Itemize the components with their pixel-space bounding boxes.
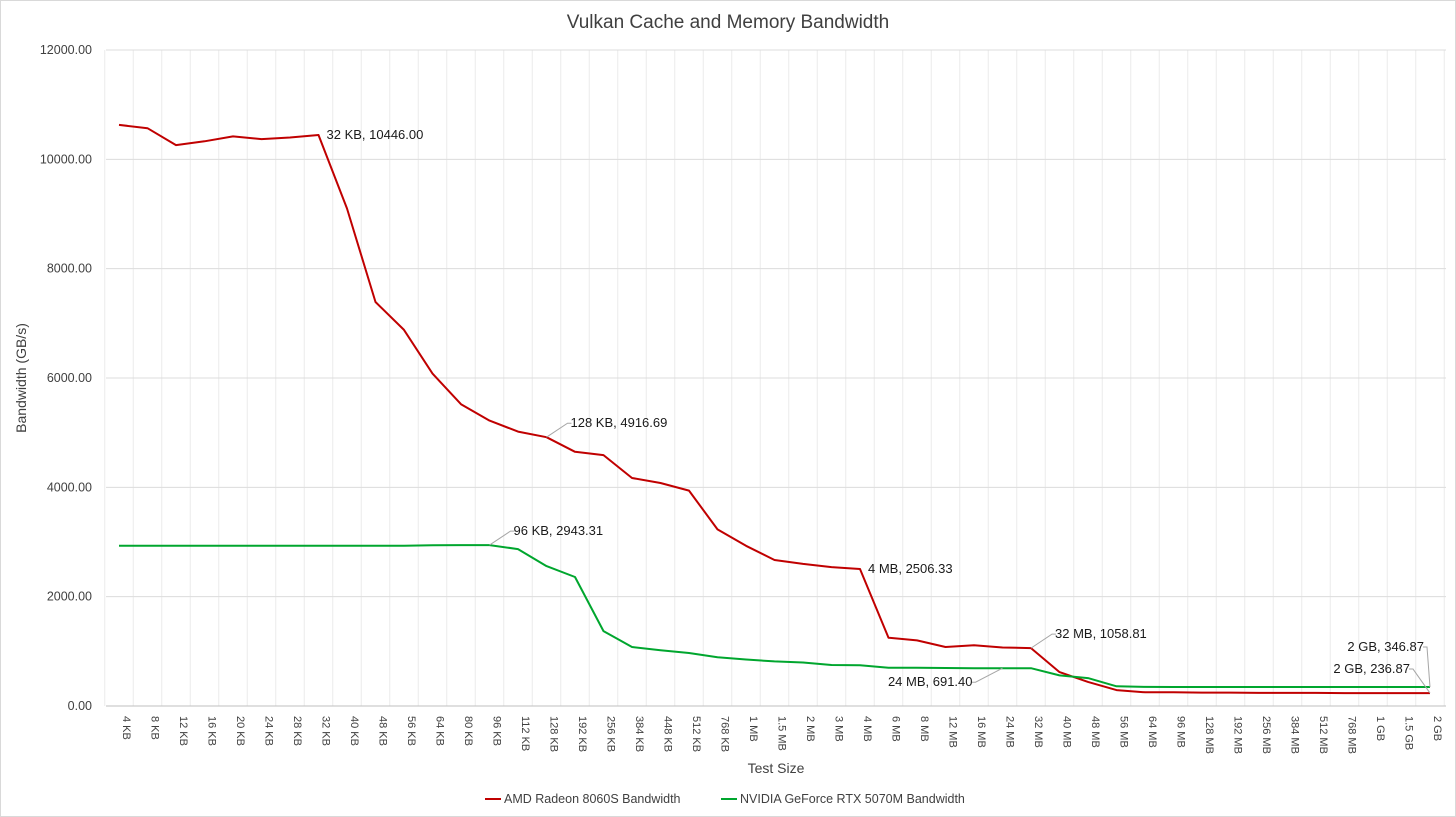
x-tick-label: 12 MB	[947, 716, 959, 748]
x-tick-label: 80 KB	[462, 716, 474, 746]
x-tick-label: 512 MB	[1317, 716, 1329, 754]
data-labels: 32 KB, 10446.00 128 KB, 4916.69 4 MB, 2506…	[327, 127, 1431, 694]
data-label-leader	[1030, 633, 1056, 649]
x-tick-label: 112 KB	[519, 716, 531, 751]
x-tick-label: 128 KB	[548, 716, 560, 752]
data-label: 32 KB, 10446.00	[327, 127, 424, 142]
gridlines	[104, 49, 1446, 707]
x-tick-label: 56 KB	[405, 716, 417, 746]
x-tick-label: 1.5 MB	[776, 716, 788, 751]
x-tick-label: 4 KB	[120, 716, 132, 740]
y-tick-label: 10000.00	[40, 152, 92, 166]
x-tick-label: 12 KB	[177, 716, 189, 746]
y-tick-label: 2000.00	[47, 590, 92, 604]
x-tick-label: 128 MB	[1203, 716, 1215, 754]
x-tick-label: 192 MB	[1232, 716, 1244, 754]
x-tick-label: 3 MB	[833, 716, 845, 742]
x-tick-label: 16 KB	[206, 716, 218, 746]
x-tick-label: 48 KB	[377, 716, 389, 746]
chart-title: Vulkan Cache and Memory Bandwidth	[567, 12, 889, 33]
series-line-amd	[118, 123, 1430, 695]
data-label: 4 MB, 2506.33	[868, 561, 953, 576]
data-label: 96 KB, 2943.31	[514, 523, 604, 538]
x-tick-label: 56 MB	[1118, 716, 1130, 748]
x-tick-label: 24 MB	[1004, 716, 1016, 748]
legend: AMD Radeon 8060S Bandwidth NVIDIA GeForc…	[485, 792, 965, 806]
data-label: 2 GB, 236.87	[1333, 661, 1410, 676]
data-label-leader	[1409, 668, 1431, 694]
y-tick-label: 12000.00	[40, 43, 92, 57]
data-label-leader	[1423, 646, 1431, 688]
x-tick-label: 448 KB	[662, 716, 674, 752]
x-tick-label: 16 MB	[975, 716, 987, 748]
data-label: 32 MB, 1058.81	[1055, 626, 1147, 641]
x-tick-label: 32 MB	[1032, 716, 1044, 748]
x-tick-label: 256 KB	[605, 716, 617, 752]
x-axis-ticks: 4 KB 8 KB 12 KB 16 KB 20 KB 24 KB 28 KB 32 KB 40…	[120, 716, 1443, 754]
data-label-leader	[489, 530, 515, 546]
data-label-leader	[971, 667, 1003, 683]
legend-label-nvidia: NVIDIA GeForce RTX 5070M Bandwidth	[740, 792, 965, 806]
x-tick-label: 28 KB	[291, 716, 303, 746]
x-tick-label: 768 MB	[1346, 716, 1358, 754]
x-tick-label: 8 KB	[149, 716, 161, 740]
x-tick-label: 256 MB	[1260, 716, 1272, 754]
x-tick-label: 8 MB	[918, 716, 930, 742]
series-line-nvidia	[119, 544, 1430, 688]
x-tick-label: 192 KB	[576, 716, 588, 752]
x-tick-label: 24 KB	[263, 716, 275, 746]
y-tick-label: 8000.00	[47, 262, 92, 276]
y-tick-label: 0.00	[68, 699, 92, 713]
x-tick-label: 2 MB	[804, 716, 816, 742]
data-label: 2 GB, 346.87	[1347, 639, 1424, 654]
x-tick-label: 384 MB	[1289, 716, 1301, 754]
x-tick-label: 768 KB	[719, 716, 731, 752]
x-tick-label: 40 KB	[348, 716, 360, 746]
x-tick-label: 6 MB	[890, 716, 902, 742]
x-axis-title: Test Size	[748, 760, 805, 776]
x-tick-label: 64 MB	[1146, 716, 1158, 748]
x-tick-label: 4 MB	[861, 716, 873, 742]
legend-label-amd: AMD Radeon 8060S Bandwidth	[504, 792, 681, 806]
data-label: 24 MB, 691.40	[888, 674, 973, 689]
x-tick-label: 2 GB	[1431, 716, 1443, 741]
data-label: 128 KB, 4916.69	[571, 415, 668, 430]
x-tick-label: 1 MB	[747, 716, 759, 742]
x-tick-label: 48 MB	[1089, 716, 1101, 748]
y-axis-ticks: 0.00 2000.00 4000.00 6000.00 8000.00 10000.00…	[40, 43, 92, 713]
x-tick-label: 40 MB	[1061, 716, 1073, 748]
x-tick-label: 96 MB	[1175, 716, 1187, 748]
data-label-leader	[546, 422, 572, 438]
x-tick-label: 96 KB	[491, 716, 503, 746]
x-tick-label: 32 KB	[320, 716, 332, 746]
x-tick-label: 1.5 GB	[1403, 716, 1415, 750]
x-tick-label: 64 KB	[434, 716, 446, 746]
series-lines	[118, 123, 1430, 695]
y-axis-title: Bandwidth (GB/s)	[13, 323, 29, 433]
y-tick-label: 6000.00	[47, 371, 92, 385]
x-tick-label: 512 KB	[690, 716, 702, 752]
y-tick-label: 4000.00	[47, 480, 92, 494]
x-tick-label: 20 KB	[234, 716, 246, 746]
x-tick-label: 1 GB	[1374, 716, 1386, 741]
x-tick-label: 384 KB	[633, 716, 645, 752]
